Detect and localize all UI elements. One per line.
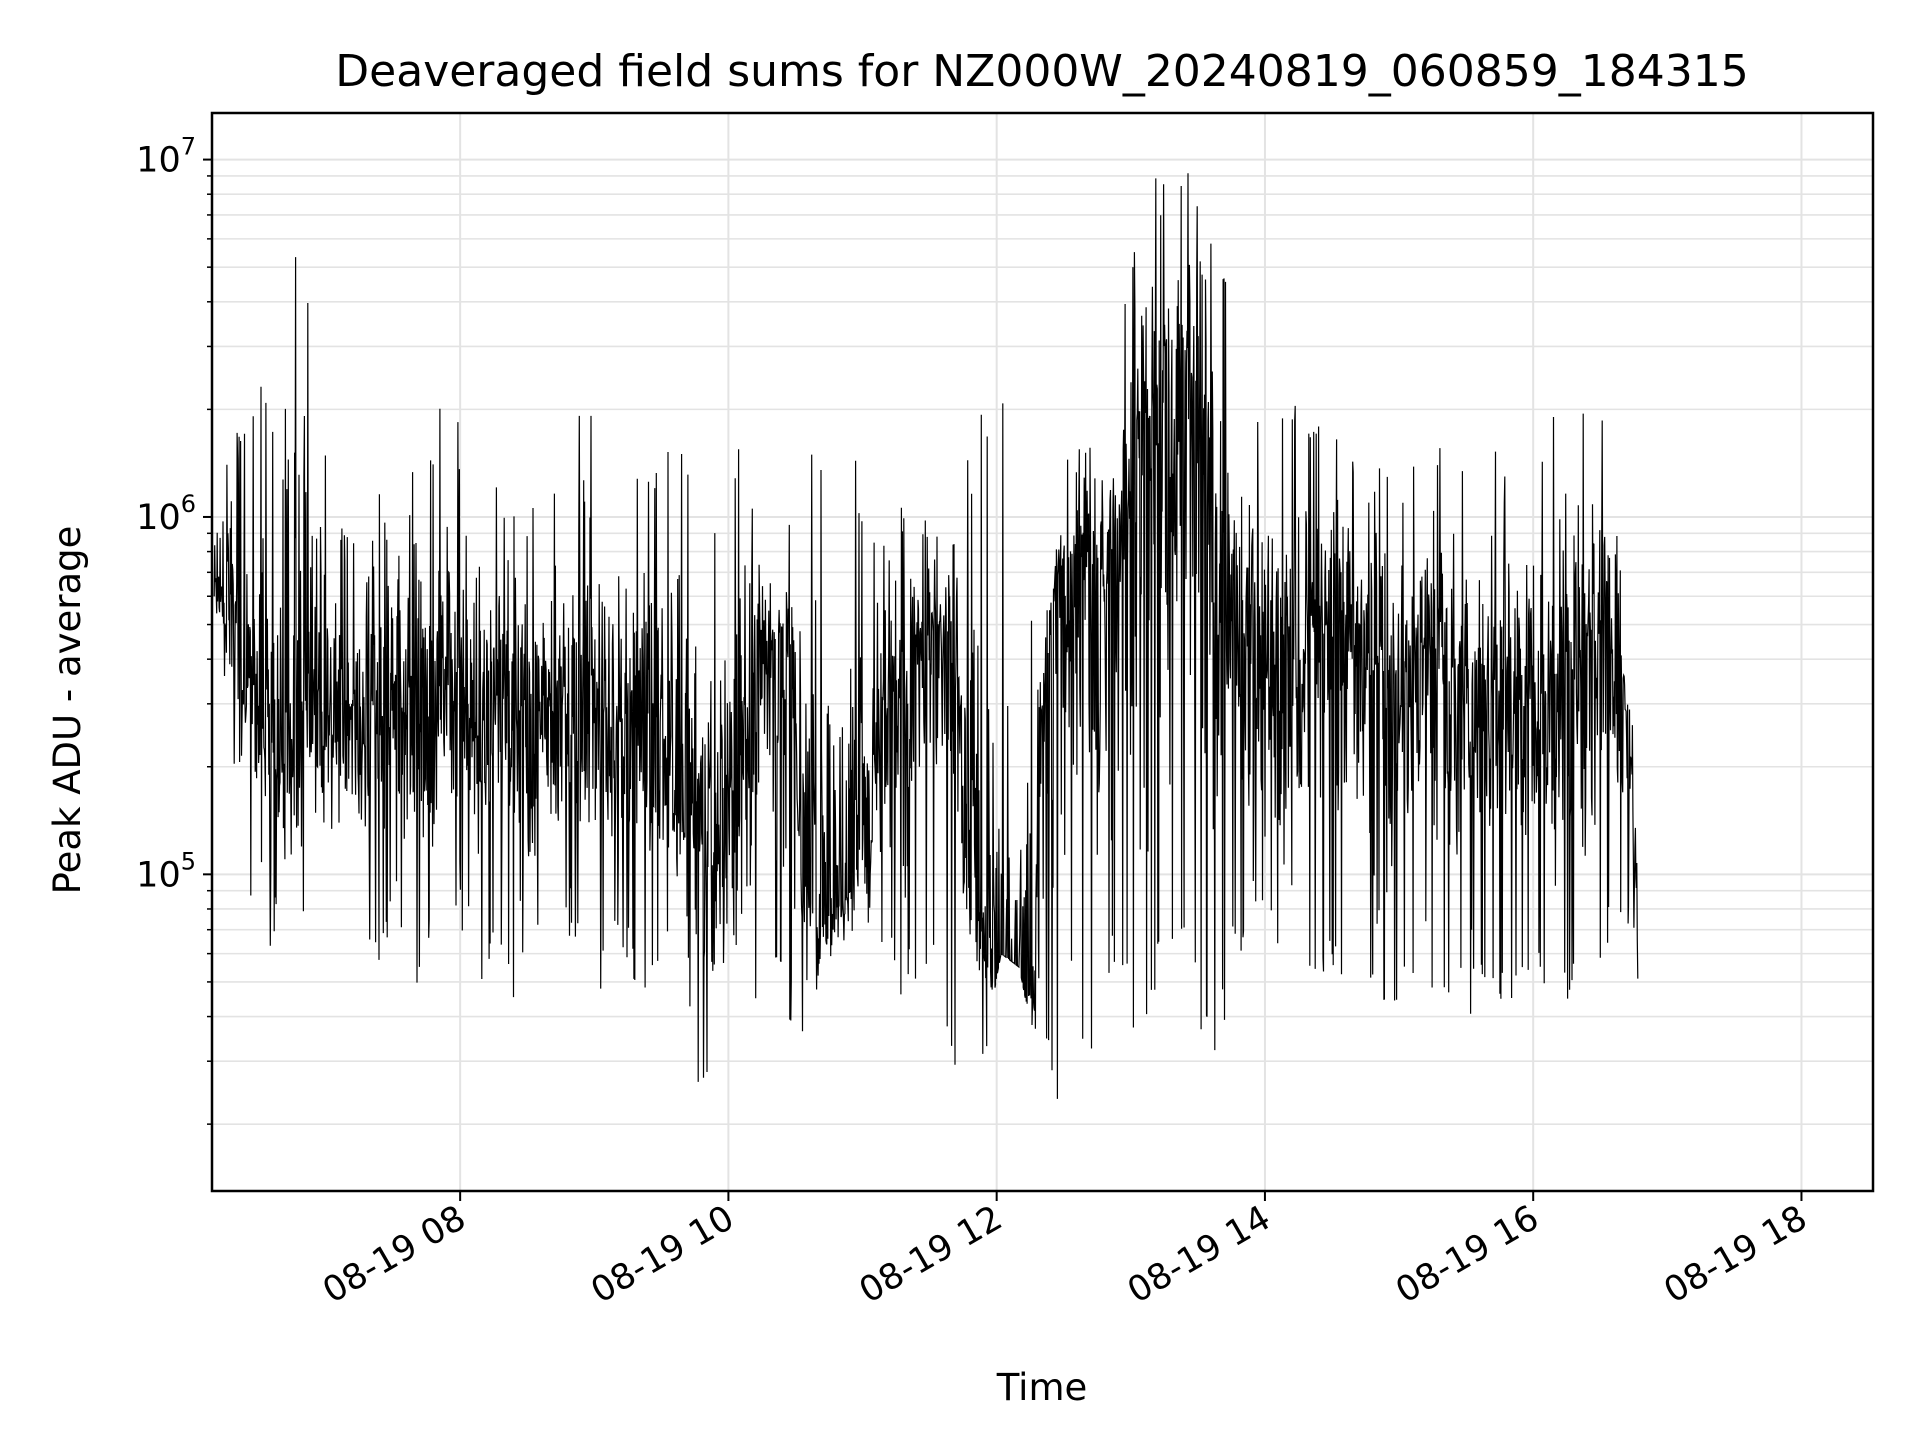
chart-title: Deaveraged field sums for NZ000W_2024081… xyxy=(335,46,1748,97)
y-axis-label: Peak ADU - average xyxy=(46,526,89,895)
y-tick-exponent: 5 xyxy=(181,847,196,875)
y-tick-label: 106 xyxy=(136,490,196,538)
y-tick-base: 10 xyxy=(136,855,181,895)
y-tick-label: 107 xyxy=(136,133,196,181)
y-tick-exponent: 6 xyxy=(181,490,196,518)
x-axis-label: Time xyxy=(996,1366,1088,1409)
y-tick-base: 10 xyxy=(136,141,181,181)
y-tick-label: 105 xyxy=(136,847,196,895)
y-tick-exponent: 7 xyxy=(181,133,196,161)
plot-frame xyxy=(210,111,1875,1193)
y-tick-base: 10 xyxy=(136,498,181,538)
series-line xyxy=(213,173,1639,1099)
plot-area xyxy=(213,173,1639,1099)
